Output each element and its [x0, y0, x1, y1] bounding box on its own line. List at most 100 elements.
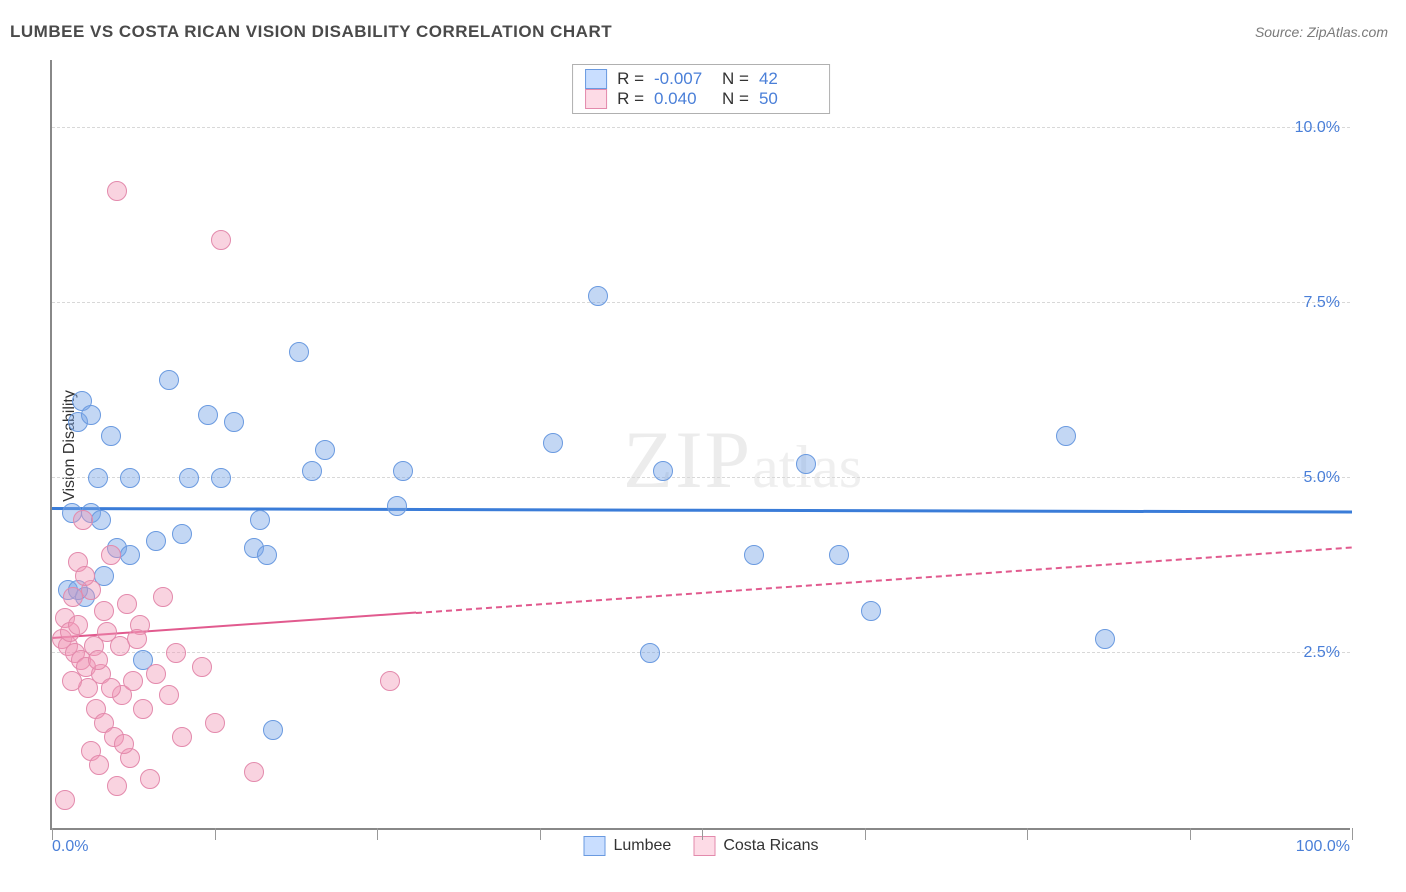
legend-swatch [585, 69, 607, 89]
scatter-point [224, 412, 244, 432]
scatter-point [179, 468, 199, 488]
source-attribution: Source: ZipAtlas.com [1255, 24, 1388, 40]
x-tick [1352, 828, 1353, 840]
scatter-point [263, 720, 283, 740]
scatter-point [117, 594, 137, 614]
legend-series-label: Lumbee [614, 837, 672, 855]
legend-n-label: N = [722, 89, 749, 109]
scatter-point [244, 762, 264, 782]
x-min-label: 0.0% [52, 838, 88, 856]
x-tick [865, 828, 866, 840]
gridline-h [52, 302, 1350, 303]
legend-stats-row: R = 0.040 N = 50 [585, 89, 817, 109]
scatter-point [133, 699, 153, 719]
y-tick-label: 7.5% [1304, 294, 1340, 312]
scatter-point [89, 755, 109, 775]
scatter-point [73, 510, 93, 530]
x-max-label: 100.0% [1296, 838, 1350, 856]
x-tick [377, 828, 378, 840]
scatter-point [153, 587, 173, 607]
scatter-point [88, 468, 108, 488]
scatter-point [107, 776, 127, 796]
scatter-point [861, 601, 881, 621]
scatter-point [127, 629, 147, 649]
y-tick-label: 2.5% [1304, 644, 1340, 662]
scatter-point [257, 545, 277, 565]
scatter-point [123, 671, 143, 691]
scatter-point [68, 615, 88, 635]
scatter-point [588, 286, 608, 306]
scatter-point [192, 657, 212, 677]
scatter-point [653, 461, 673, 481]
scatter-point [146, 664, 166, 684]
scatter-point [172, 727, 192, 747]
legend-series-label: Costa Ricans [723, 837, 818, 855]
legend-stats: R = -0.007 N = 42 R = 0.040 N = 50 [572, 64, 830, 114]
scatter-point [55, 790, 75, 810]
scatter-point [198, 405, 218, 425]
scatter-point [380, 671, 400, 691]
scatter-point [829, 545, 849, 565]
legend-swatch [584, 836, 606, 856]
y-tick-label: 5.0% [1304, 469, 1340, 487]
scatter-point [91, 510, 111, 530]
legend-swatch [693, 836, 715, 856]
scatter-point [88, 650, 108, 670]
scatter-point [62, 671, 82, 691]
scatter-point [393, 461, 413, 481]
scatter-point [302, 461, 322, 481]
scatter-point [211, 230, 231, 250]
x-tick [215, 828, 216, 840]
legend-r-value: 0.040 [654, 89, 712, 109]
x-tick [52, 828, 53, 840]
scatter-point [120, 545, 140, 565]
scatter-point [166, 643, 186, 663]
gridline-h [52, 652, 1350, 653]
scatter-point [1095, 629, 1115, 649]
scatter-point [114, 734, 134, 754]
legend-series: Lumbee Costa Ricans [584, 836, 819, 856]
x-tick [540, 828, 541, 840]
scatter-point [744, 545, 764, 565]
scatter-point [315, 440, 335, 460]
legend-r-label: R = [617, 69, 644, 89]
scatter-point [796, 454, 816, 474]
scatter-point [250, 510, 270, 530]
plot-area: ZIPatlas R =-0.007N =42R =0.040N =50 Lum… [50, 60, 1350, 830]
chart-title: LUMBEE VS COSTA RICAN VISION DISABILITY … [10, 22, 612, 42]
legend-n-value: 42 [759, 69, 817, 89]
scatter-point [101, 426, 121, 446]
scatter-point [101, 678, 121, 698]
scatter-point [289, 342, 309, 362]
scatter-point [81, 405, 101, 425]
scatter-point [94, 601, 114, 621]
y-tick-label: 10.0% [1295, 119, 1340, 137]
scatter-point [159, 370, 179, 390]
scatter-point [146, 531, 166, 551]
scatter-point [63, 587, 83, 607]
x-tick [1027, 828, 1028, 840]
scatter-point [172, 524, 192, 544]
legend-stats-row: R = -0.007 N = 42 [585, 69, 817, 89]
scatter-point [107, 181, 127, 201]
gridline-h [52, 477, 1350, 478]
x-tick [702, 828, 703, 840]
legend-series-item: Lumbee [584, 836, 672, 856]
scatter-point [387, 496, 407, 516]
legend-swatch [585, 89, 607, 109]
legend-series-item: Costa Ricans [693, 836, 818, 856]
watermark: ZIPatlas [623, 413, 862, 507]
gridline-h [52, 127, 1350, 128]
watermark-zip: ZIP [623, 413, 752, 507]
legend-n-value: 50 [759, 89, 817, 109]
scatter-point [205, 713, 225, 733]
scatter-point [75, 566, 95, 586]
scatter-point [211, 468, 231, 488]
scatter-point [159, 685, 179, 705]
legend-n-label: N = [722, 69, 749, 89]
scatter-point [543, 433, 563, 453]
legend-r-label: R = [617, 89, 644, 109]
scatter-point [1056, 426, 1076, 446]
legend-r-value: -0.007 [654, 69, 712, 89]
scatter-point [640, 643, 660, 663]
